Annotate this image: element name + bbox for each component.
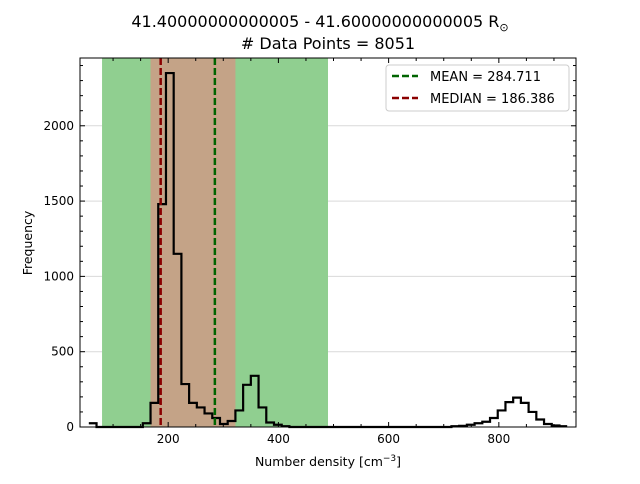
- chart-title-line1: 41.40000000000005 - 41.60000000000005 R⊙: [131, 12, 508, 34]
- y-tick-label: 2000: [43, 119, 74, 133]
- y-axis-label: Frequency: [20, 210, 35, 275]
- y-tick-label: 500: [51, 345, 74, 359]
- axis-ticks: 200 400 600 800 0 500 1000 1500 2000: [43, 58, 576, 446]
- x-tick-label: 200: [157, 432, 180, 446]
- x-tick-label: 400: [267, 432, 290, 446]
- legend-box: [385, 64, 570, 112]
- legend-median-label: MEDIAN = 186.386: [430, 92, 555, 107]
- x-axis-label: Number density [cm−3]: [255, 454, 401, 469]
- legend: MEAN = 284.711 MEDIAN = 186.386: [385, 64, 570, 112]
- legend-mean-label: MEAN = 284.711: [430, 70, 541, 85]
- statistic-lines: [159, 58, 217, 427]
- plot-frame: [79, 57, 577, 428]
- inner-range: [150, 58, 236, 427]
- y-tick-label: 1500: [43, 194, 74, 208]
- chart-title-line2: # Data Points = 8051: [241, 34, 415, 53]
- plot-area: 200 400 600 800 0 500 1000 1500 2000: [43, 57, 577, 446]
- x-tick-label: 600: [377, 432, 400, 446]
- y-tick-label: 1000: [43, 269, 74, 283]
- y-tick-label: 0: [66, 420, 74, 434]
- x-tick-label: 800: [487, 432, 510, 446]
